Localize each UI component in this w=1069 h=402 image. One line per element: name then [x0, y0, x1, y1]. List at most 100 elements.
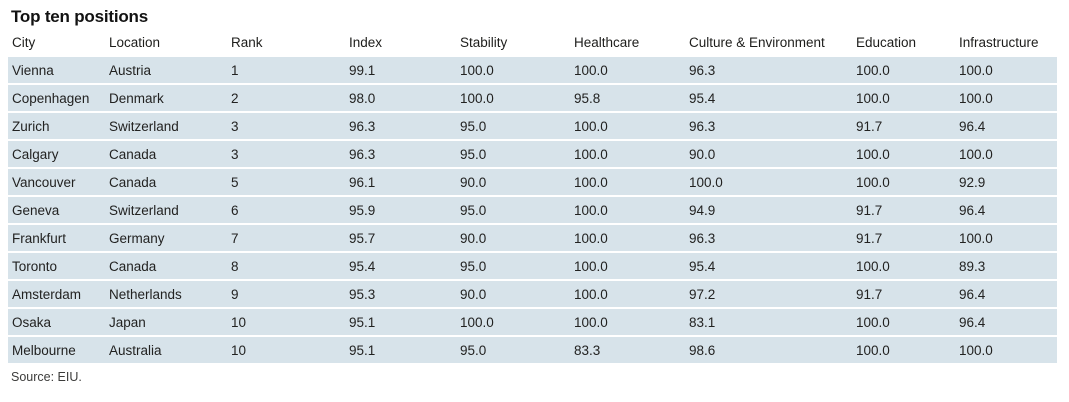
table-cell: 91.7: [852, 225, 955, 251]
table-cell: 100.0: [852, 337, 955, 363]
table-cell: 91.7: [852, 281, 955, 307]
table-cell: 100.0: [852, 57, 955, 83]
table-cell: Canada: [105, 169, 227, 195]
table-cell: 100.0: [570, 57, 685, 83]
table-cell: 10: [227, 309, 345, 335]
table-cell: Canada: [105, 141, 227, 167]
table-cell: Geneva: [8, 197, 105, 223]
table-row: Frankfurt Germany 7 95.7 90.0 100.0 96.3 91.7 10…: [8, 225, 1057, 251]
table-row: Amsterdam Netherlands 9 95.3 90.0 100.0 97.2 91…: [8, 281, 1057, 307]
table-cell: 96.3: [685, 225, 852, 251]
table-cell: 96.4: [955, 197, 1057, 223]
table-cell: 96.3: [685, 57, 852, 83]
table-cell: 9: [227, 281, 345, 307]
table-cell: 90.0: [685, 141, 852, 167]
table-cell: 95.0: [456, 253, 570, 279]
table-cell: Vancouver: [8, 169, 105, 195]
table-cell: 90.0: [456, 225, 570, 251]
column-header: Infrastructure: [955, 31, 1057, 55]
page-title: Top ten positions: [11, 7, 148, 26]
source-note: Source: EIU.: [11, 370, 82, 384]
table-cell: Switzerland: [105, 197, 227, 223]
table-cell: 95.3: [345, 281, 456, 307]
table-cell: Calgary: [8, 141, 105, 167]
table-cell: Australia: [105, 337, 227, 363]
table-cell: Copenhagen: [8, 85, 105, 111]
table-cell: 95.0: [456, 197, 570, 223]
table-cell: 89.3: [955, 253, 1057, 279]
column-header: Stability: [456, 31, 570, 55]
column-header: Education: [852, 31, 955, 55]
table-cell: 3: [227, 113, 345, 139]
table-cell: 95.0: [456, 113, 570, 139]
table-cell: 100.0: [456, 309, 570, 335]
table-cell: Amsterdam: [8, 281, 105, 307]
table-cell: 94.9: [685, 197, 852, 223]
table-cell: 100.0: [955, 225, 1057, 251]
positions-table: City Location Rank Index Stability Healthcare…: [8, 29, 1057, 365]
table-cell: Vienna: [8, 57, 105, 83]
table-cell: 98.6: [685, 337, 852, 363]
table-cell: 96.3: [345, 113, 456, 139]
column-header: Location: [105, 31, 227, 55]
table-cell: Osaka: [8, 309, 105, 335]
table-row: Geneva Switzerland 6 95.9 95.0 100.0 94.9 91.7 9…: [8, 197, 1057, 223]
table-cell: 95.0: [456, 141, 570, 167]
table-cell: 97.2: [685, 281, 852, 307]
table-cell: 92.9: [955, 169, 1057, 195]
table-cell: 95.1: [345, 309, 456, 335]
table-cell: 95.0: [456, 337, 570, 363]
table-row: Copenhagen Denmark 2 98.0 100.0 95.8 95.4 100.0…: [8, 85, 1057, 111]
table-cell: Denmark: [105, 85, 227, 111]
table-cell: 100.0: [570, 225, 685, 251]
table-cell: 96.1: [345, 169, 456, 195]
table-cell: 100.0: [570, 141, 685, 167]
table-cell: Switzerland: [105, 113, 227, 139]
table-cell: 95.4: [685, 253, 852, 279]
column-header: Index: [345, 31, 456, 55]
table-cell: 95.9: [345, 197, 456, 223]
table-cell: Melbourne: [8, 337, 105, 363]
table-cell: Austria: [105, 57, 227, 83]
table-row: Zurich Switzerland 3 96.3 95.0 100.0 96.3 91.7 9…: [8, 113, 1057, 139]
table-cell: 100.0: [570, 309, 685, 335]
table-cell: 96.3: [685, 113, 852, 139]
column-header: Culture & Environment: [685, 31, 852, 55]
table-cell: Zurich: [8, 113, 105, 139]
table-cell: Netherlands: [105, 281, 227, 307]
table-cell: 100.0: [685, 169, 852, 195]
table-cell: 100.0: [955, 141, 1057, 167]
table-cell: 98.0: [345, 85, 456, 111]
table-cell: 96.4: [955, 113, 1057, 139]
table-cell: 100.0: [852, 309, 955, 335]
table-cell: 91.7: [852, 197, 955, 223]
table-cell: 96.4: [955, 309, 1057, 335]
table-cell: 3: [227, 141, 345, 167]
column-header: Healthcare: [570, 31, 685, 55]
table-cell: 96.3: [345, 141, 456, 167]
table-cell: 100.0: [570, 169, 685, 195]
table-cell: 90.0: [456, 281, 570, 307]
table-cell: 100.0: [955, 85, 1057, 111]
column-header: City: [8, 31, 105, 55]
table-cell: 90.0: [456, 169, 570, 195]
table-cell: 100.0: [852, 141, 955, 167]
table-cell: 83.3: [570, 337, 685, 363]
table-cell: 100.0: [852, 85, 955, 111]
table-cell: Japan: [105, 309, 227, 335]
table-cell: 2: [227, 85, 345, 111]
table-row: Melbourne Australia 10 95.1 95.0 83.3 98.6 100.…: [8, 337, 1057, 363]
table-row: Toronto Canada 8 95.4 95.0 100.0 95.4 100.0 89.3: [8, 253, 1057, 279]
table-cell: 100.0: [852, 169, 955, 195]
table-cell: 95.4: [345, 253, 456, 279]
table-cell: 5: [227, 169, 345, 195]
table-cell: 7: [227, 225, 345, 251]
table-cell: 6: [227, 197, 345, 223]
table-cell: 95.4: [685, 85, 852, 111]
table-cell: 100.0: [570, 281, 685, 307]
table-row: Osaka Japan 10 95.1 100.0 100.0 83.1 100.0 96.4: [8, 309, 1057, 335]
table-cell: 91.7: [852, 113, 955, 139]
table-cell: 100.0: [456, 57, 570, 83]
table-row: Vienna Austria 1 99.1 100.0 100.0 96.3 100.0 100…: [8, 57, 1057, 83]
